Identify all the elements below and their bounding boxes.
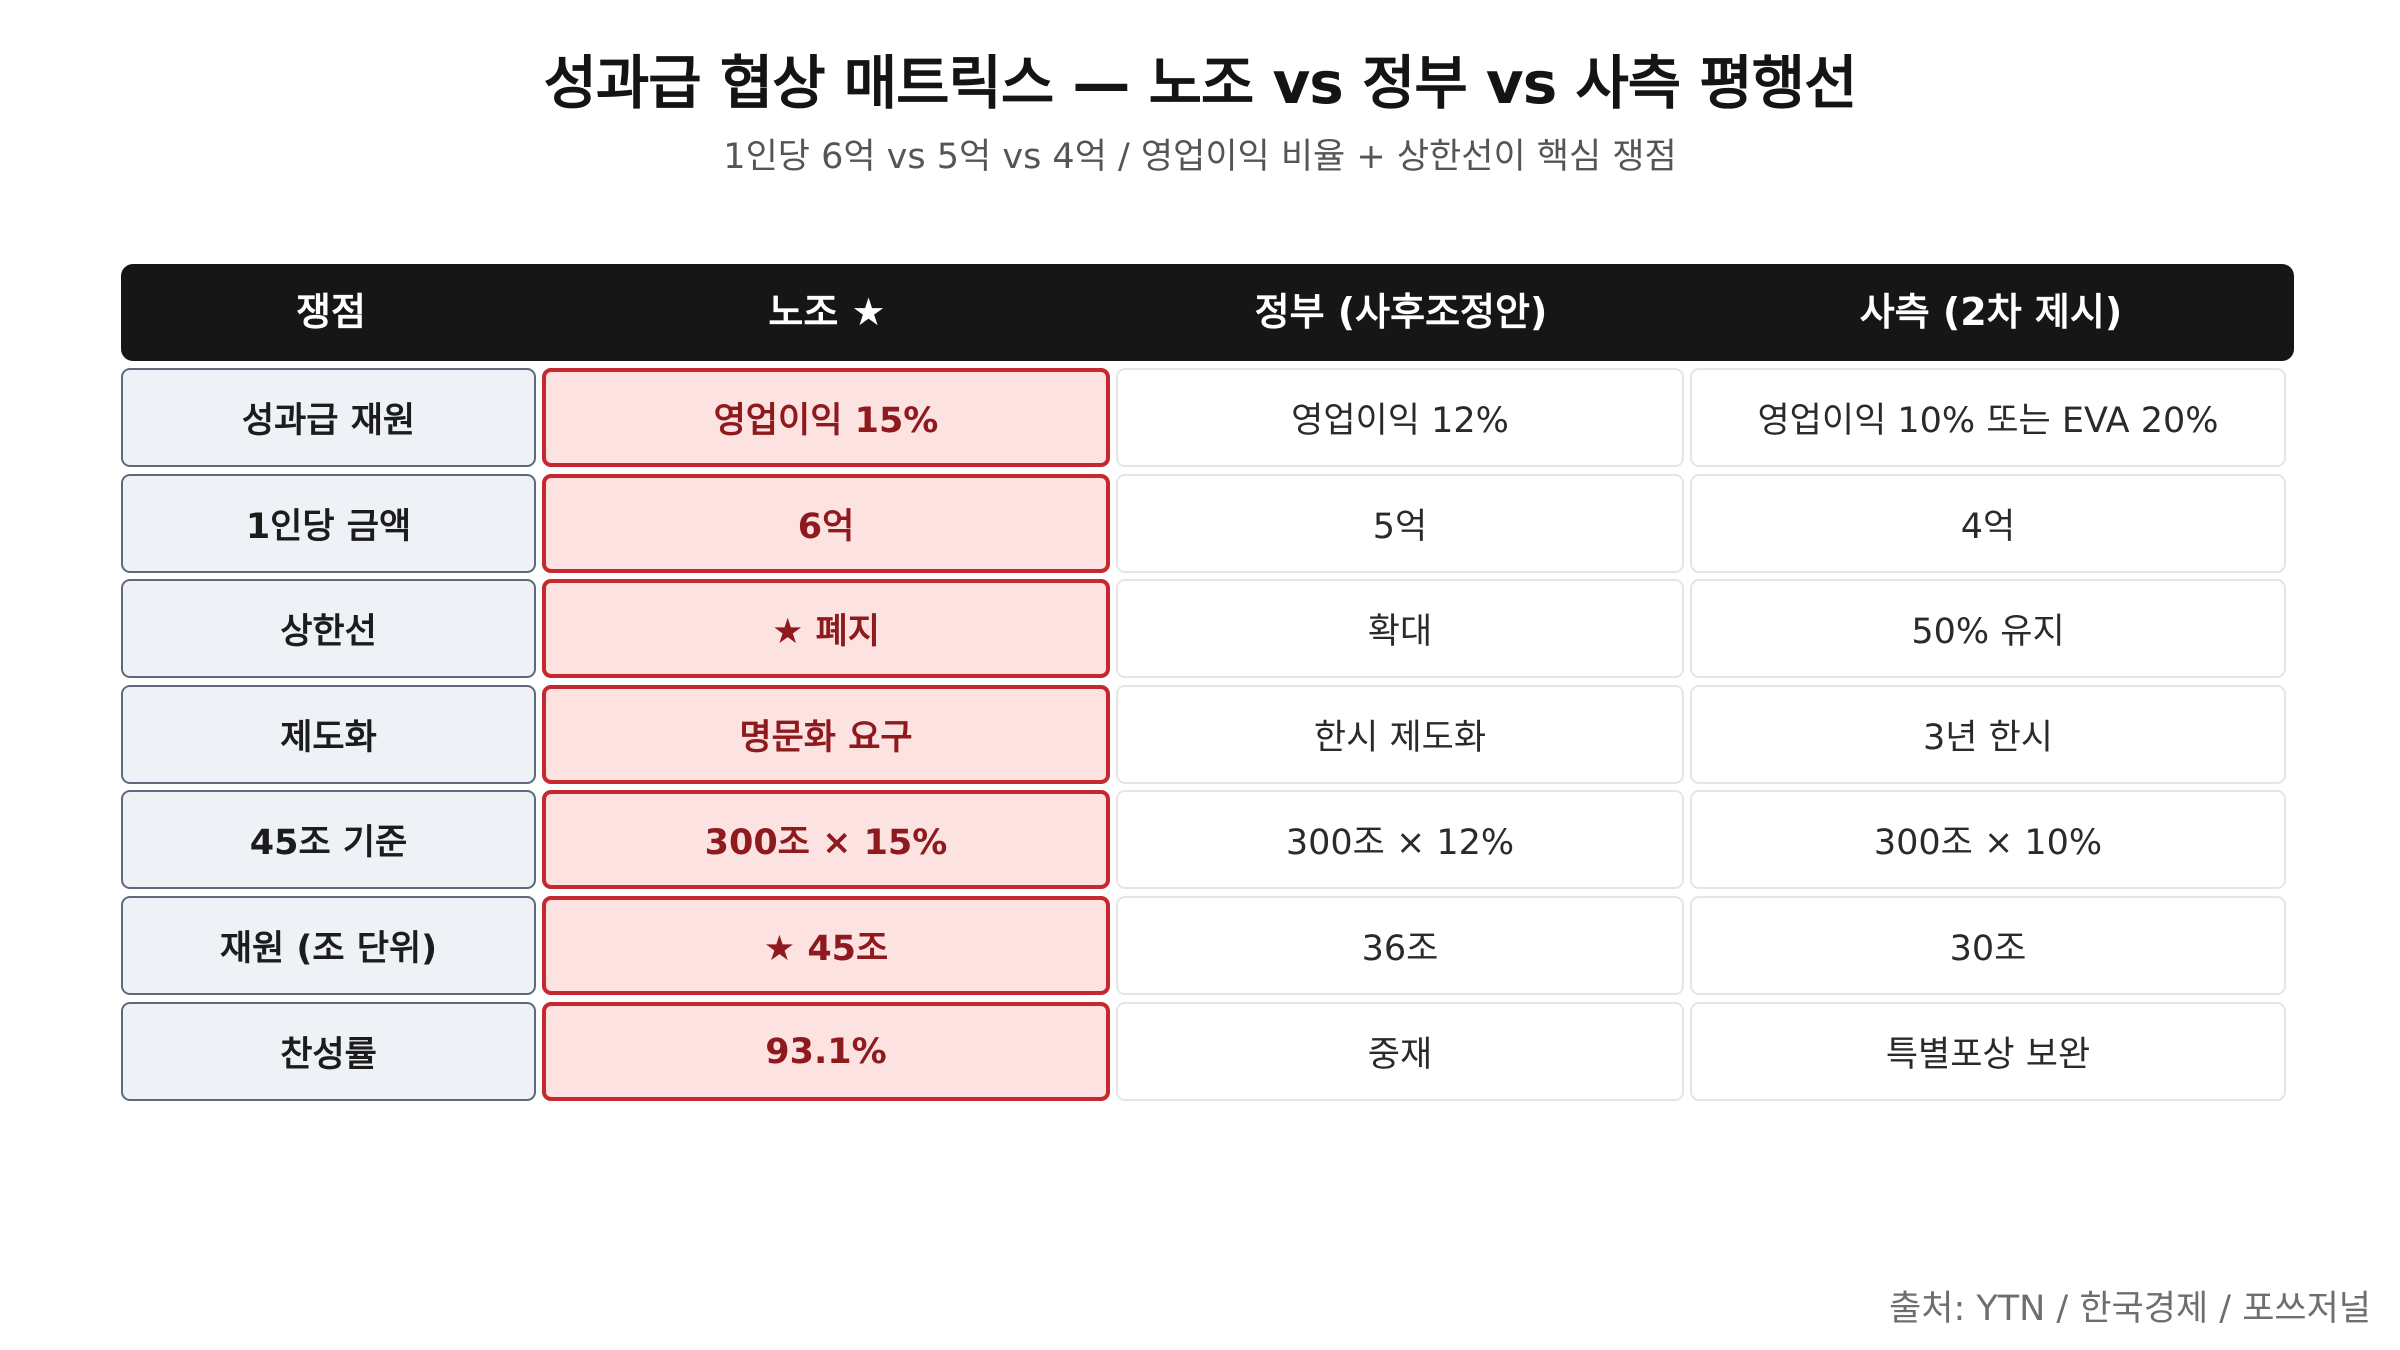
union-cell: ★ 폐지 (542, 579, 1110, 678)
government-cell: 영업이익 12% (1116, 368, 1684, 467)
row-label: 제도화 (121, 685, 536, 784)
government-cell: 36조 (1116, 896, 1684, 995)
row-label: 재원 (조 단위) (121, 896, 536, 995)
company-cell: 4억 (1690, 474, 2286, 573)
union-cell: 6억 (542, 474, 1110, 573)
header-issue: 쟁점 (296, 290, 366, 334)
union-cell: 영업이익 15% (542, 368, 1110, 467)
government-cell: 중재 (1116, 1002, 1684, 1101)
row-label: 찬성률 (121, 1002, 536, 1101)
row-label: 성과급 재원 (121, 368, 536, 467)
company-cell: 30조 (1690, 896, 2286, 995)
row-label: 45조 기준 (121, 790, 536, 889)
union-cell: 명문화 요구 (542, 685, 1110, 784)
government-cell: 한시 제도화 (1116, 685, 1684, 784)
source-note: 출처: YTN / 한국경제 / 포쓰저널 (1889, 1289, 2371, 1329)
company-cell: 영업이익 10% 또는 EVA 20% (1690, 368, 2286, 467)
header-government: 정부 (사후조정안) (1254, 290, 1548, 334)
government-cell: 5억 (1116, 474, 1684, 573)
company-cell: 3년 한시 (1690, 685, 2286, 784)
government-cell: 확대 (1116, 579, 1684, 678)
page-title: 성과급 협상 매트릭스 — 노조 vs 정부 vs 사측 평행선 (543, 49, 1858, 117)
company-cell: 특별포상 보완 (1690, 1002, 2286, 1101)
union-cell: 93.1% (542, 1002, 1110, 1101)
header-union: 노조 ★ (768, 290, 886, 334)
page-subtitle: 1인당 6억 vs 5억 vs 4억 / 영업이익 비율 + 상한선이 핵심 쟁… (723, 137, 1677, 177)
table-header: 쟁점 노조 ★ 정부 (사후조정안) 사측 (2차 제시) (121, 264, 2294, 361)
government-cell: 300조 × 12% (1116, 790, 1684, 889)
row-label: 1인당 금액 (121, 474, 536, 573)
row-label: 상한선 (121, 579, 536, 678)
company-cell: 50% 유지 (1690, 579, 2286, 678)
union-cell: ★ 45조 (542, 896, 1110, 995)
union-cell: 300조 × 15% (542, 790, 1110, 889)
company-cell: 300조 × 10% (1690, 790, 2286, 889)
header-company: 사측 (2차 제시) (1859, 290, 2123, 334)
